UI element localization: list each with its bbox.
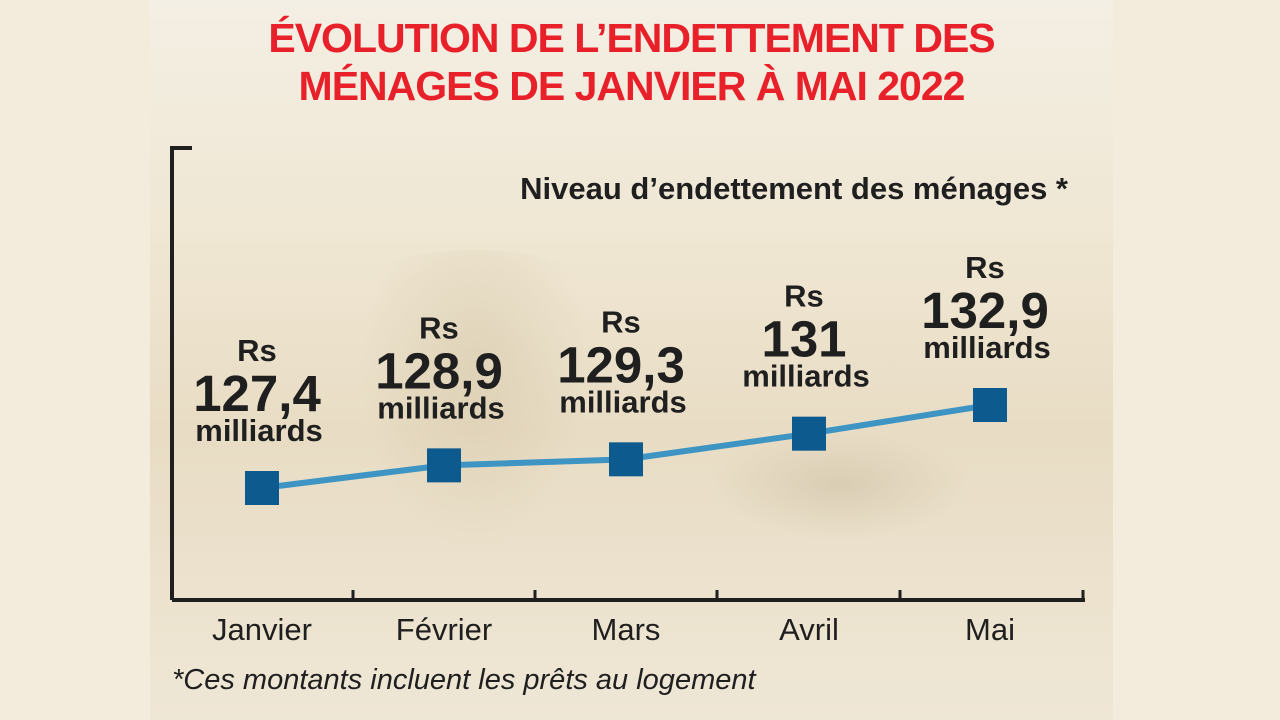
data-label-value: 131 bbox=[761, 311, 846, 368]
chart-title: Niveau d’endettement des ménages * bbox=[520, 171, 1069, 206]
data-label-value: 129,3 bbox=[557, 336, 685, 393]
data-point-marker bbox=[973, 388, 1007, 422]
data-point-marker bbox=[427, 448, 461, 483]
data-point-marker bbox=[245, 471, 279, 505]
data-label-unit: milliards bbox=[377, 390, 505, 425]
data-label-unit: milliards bbox=[923, 330, 1051, 365]
footnote: *Ces montants incluent les prêts au loge… bbox=[172, 664, 756, 696]
data-point-marker bbox=[609, 442, 643, 477]
y-axis bbox=[170, 146, 192, 600]
x-tick-label: Avril bbox=[779, 612, 839, 647]
coin-stack-background bbox=[360, 250, 590, 550]
x-tick-label: Mai bbox=[965, 612, 1015, 647]
data-label-currency: Rs bbox=[784, 279, 824, 314]
data-point-marker bbox=[792, 416, 826, 451]
data-label-currency: Rs bbox=[601, 304, 641, 339]
page-title: ÉVOLUTION DE L’ENDETTEMENT DES MÉNAGES D… bbox=[150, 14, 1113, 110]
data-label-value: 132,9 bbox=[921, 282, 1049, 339]
data-label-unit: milliards bbox=[195, 413, 323, 448]
data-label-currency: Rs bbox=[237, 333, 277, 368]
data-label-value: 127,4 bbox=[193, 365, 321, 422]
x-tick-label: Mars bbox=[592, 612, 661, 647]
title-line-1: ÉVOLUTION DE L’ENDETTEMENT DES bbox=[268, 15, 995, 61]
title-line-2: MÉNAGES DE JANVIER À MAI 2022 bbox=[298, 63, 966, 109]
data-label-unit: milliards bbox=[559, 384, 687, 419]
data-label-currency: Rs bbox=[965, 250, 1005, 285]
data-label-value: 128,9 bbox=[375, 342, 503, 399]
x-tick-label: Février bbox=[396, 612, 492, 647]
data-label-unit: milliards bbox=[742, 359, 870, 394]
data-label-currency: Rs bbox=[419, 310, 459, 345]
x-tick-label: Janvier bbox=[212, 612, 312, 647]
coin-background bbox=[710, 430, 970, 540]
